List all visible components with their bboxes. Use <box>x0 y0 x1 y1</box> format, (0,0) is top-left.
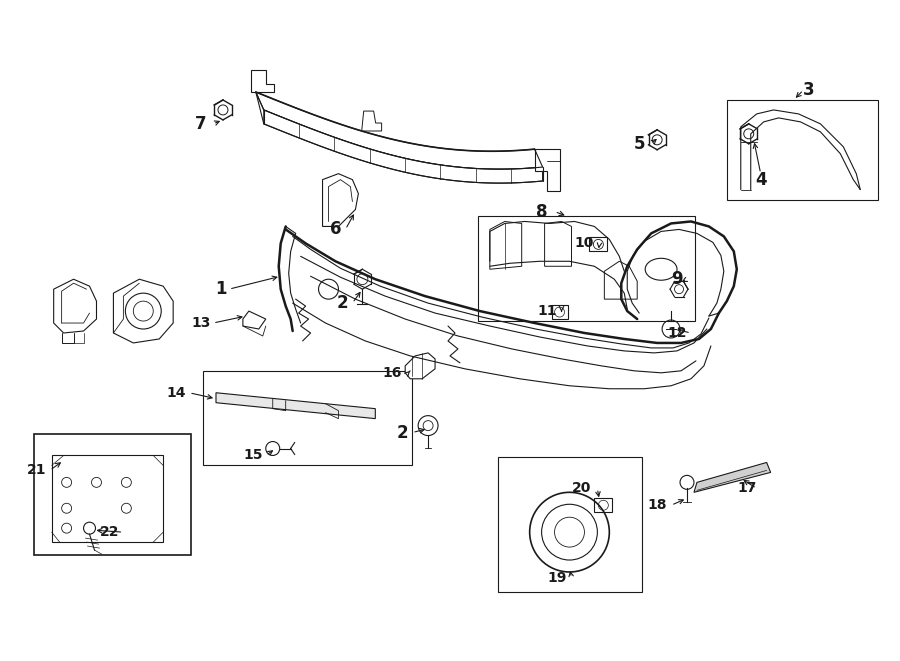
Polygon shape <box>216 393 375 418</box>
Polygon shape <box>535 149 560 191</box>
Polygon shape <box>694 463 770 492</box>
Text: 11: 11 <box>538 304 557 318</box>
Bar <box>478 217 695 321</box>
Polygon shape <box>51 455 163 542</box>
Bar <box>552 305 568 319</box>
Polygon shape <box>264 110 543 183</box>
Bar <box>594 498 612 512</box>
Polygon shape <box>490 221 522 269</box>
Text: 14: 14 <box>166 386 186 400</box>
Polygon shape <box>243 311 266 329</box>
Text: 1: 1 <box>215 280 227 298</box>
Text: 2: 2 <box>337 294 348 312</box>
Bar <box>34 434 191 555</box>
Text: 12: 12 <box>667 326 687 340</box>
Text: 5: 5 <box>634 135 645 153</box>
Text: 2: 2 <box>396 424 408 442</box>
Polygon shape <box>256 92 543 169</box>
Text: 6: 6 <box>329 220 341 239</box>
Text: 3: 3 <box>803 81 815 99</box>
Text: 8: 8 <box>536 202 547 221</box>
Text: 17: 17 <box>737 481 756 495</box>
Text: 18: 18 <box>647 498 667 512</box>
Text: 13: 13 <box>192 316 211 330</box>
Polygon shape <box>322 174 358 227</box>
Bar <box>498 457 643 592</box>
Polygon shape <box>604 261 637 299</box>
Polygon shape <box>405 353 435 379</box>
Text: 10: 10 <box>575 237 594 251</box>
Text: 16: 16 <box>382 366 402 380</box>
Polygon shape <box>544 221 572 266</box>
Text: 7: 7 <box>195 115 207 133</box>
Bar <box>590 237 608 251</box>
Polygon shape <box>362 111 382 131</box>
Text: 15: 15 <box>243 448 263 463</box>
Text: 19: 19 <box>548 571 567 585</box>
Text: 21: 21 <box>27 463 47 477</box>
Bar <box>203 371 412 465</box>
Polygon shape <box>251 70 274 92</box>
Bar <box>727 100 878 200</box>
Text: 4: 4 <box>755 171 767 188</box>
Text: 9: 9 <box>671 270 683 288</box>
Polygon shape <box>113 279 173 343</box>
Text: 20: 20 <box>572 481 591 495</box>
Text: 22: 22 <box>100 525 119 539</box>
Polygon shape <box>54 279 96 333</box>
